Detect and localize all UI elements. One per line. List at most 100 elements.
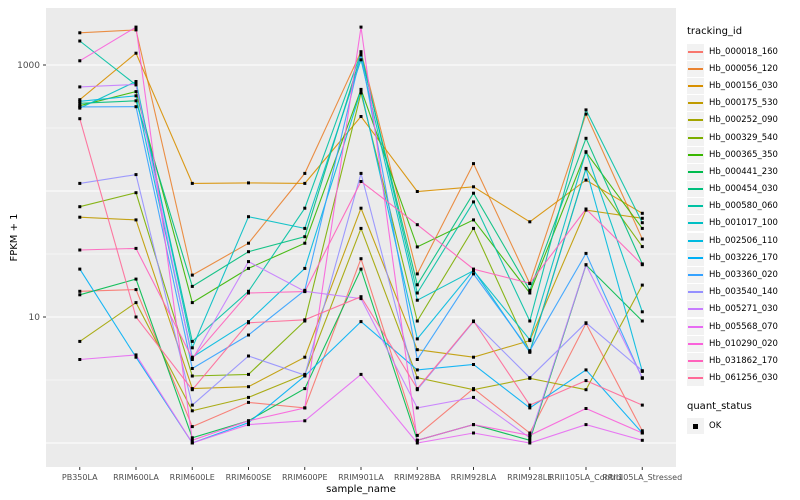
quant-status-title: quant_status [687,400,752,412]
data-point [415,291,419,295]
data-point [528,319,532,323]
legend-item: Hb_000156_030 [687,77,797,94]
data-point [247,385,250,389]
data-point [359,267,363,271]
data-point [247,419,250,423]
legend-key-swatch [687,215,704,232]
data-point [134,28,138,32]
data-point [528,433,532,437]
legend-item: Hb_010290_020 [687,335,797,352]
data-point [247,241,250,245]
data-point [472,162,475,166]
legend-label: Hb_000454_030 [709,184,778,195]
legend-label: Hb_000365_350 [709,149,778,160]
data-point [359,171,363,175]
data-point [78,181,82,185]
data-point [528,403,532,407]
data-point [640,245,644,249]
legend-item: Hb_005271_030 [687,301,797,318]
data-point [584,263,588,267]
data-point [190,273,194,277]
data-point [247,215,250,219]
legend-label: Hb_000175_530 [709,98,778,109]
y-axis-title: FPKM + 1 [9,213,20,261]
data-point [528,338,532,342]
legend-line-icon [688,84,703,87]
data-point [472,200,475,204]
data-point [415,223,419,227]
legend-item: Hb_000441_230 [687,163,797,180]
data-point [78,59,82,63]
legend-line-icon [688,153,703,156]
legend-line-icon [688,359,703,362]
legend-key-swatch [687,77,704,94]
data-point [247,266,250,270]
data-point [134,353,138,357]
data-point [303,406,307,410]
quant-status-item: OK [687,418,797,435]
data-point [528,406,532,410]
data-point [472,423,475,427]
data-point [640,369,644,373]
data-point [528,441,532,445]
legend-key-swatch [687,301,704,318]
data-point [78,215,82,219]
legend-key-swatch [687,318,704,335]
legend-label: Hb_000156_030 [709,80,778,91]
data-point [190,425,194,429]
data-point [584,207,588,211]
data-point [584,178,588,182]
legend-label: Hb_000329_540 [709,132,778,143]
x-axis-title: sample_name [326,484,396,495]
legend-label: Hb_010290_020 [709,338,778,349]
x-tick-label: PB350LA [62,473,98,482]
data-point [528,288,532,292]
x-tick-label: RRIM928BA [394,473,441,482]
data-point [584,167,588,171]
data-point [472,185,475,189]
legend-key-swatch [687,112,704,129]
data-point [584,108,588,112]
legend-items: Hb_000018_160 Hb_000056_120 Hb_000156_030 H… [687,43,797,387]
legend-line-icon [688,67,703,70]
data-point [415,441,419,445]
data-point [359,206,363,210]
legend-key-swatch [687,60,704,77]
legend-label: Hb_061256_030 [709,373,778,384]
data-point [640,403,644,407]
legend-key-swatch [687,267,704,284]
legend-key-swatch [687,95,704,112]
data-point [134,51,138,55]
data-point [78,85,82,89]
data-point [190,346,194,350]
data-point [247,372,250,376]
data-point [640,376,644,380]
point-square-icon [693,424,698,429]
data-point [247,421,250,425]
legend-item: Hb_001017_100 [687,215,797,232]
legend-item: Hb_000454_030 [687,181,797,198]
data-point [415,272,419,276]
data-point [303,373,307,377]
legend-key-swatch [687,370,704,387]
legend-title: tracking_id [687,26,743,37]
legend-key-swatch [687,335,704,352]
data-point [190,339,194,343]
data-point [472,431,475,435]
x-tick-label: RRIM928LE [507,473,552,482]
legend-line-icon [688,119,703,122]
data-point [247,423,250,427]
legend-label: Hb_003540_140 [709,287,778,298]
legend-line-icon [688,239,703,242]
data-point [415,319,419,323]
data-point [640,431,644,435]
data-point [190,284,194,288]
data-point [415,245,419,249]
data-point [640,237,644,241]
data-point [584,368,588,372]
data-point [303,419,307,423]
legend-line-icon [688,256,703,259]
legend-line-icon [688,205,703,208]
legend-item: Hb_031862_170 [687,352,797,369]
